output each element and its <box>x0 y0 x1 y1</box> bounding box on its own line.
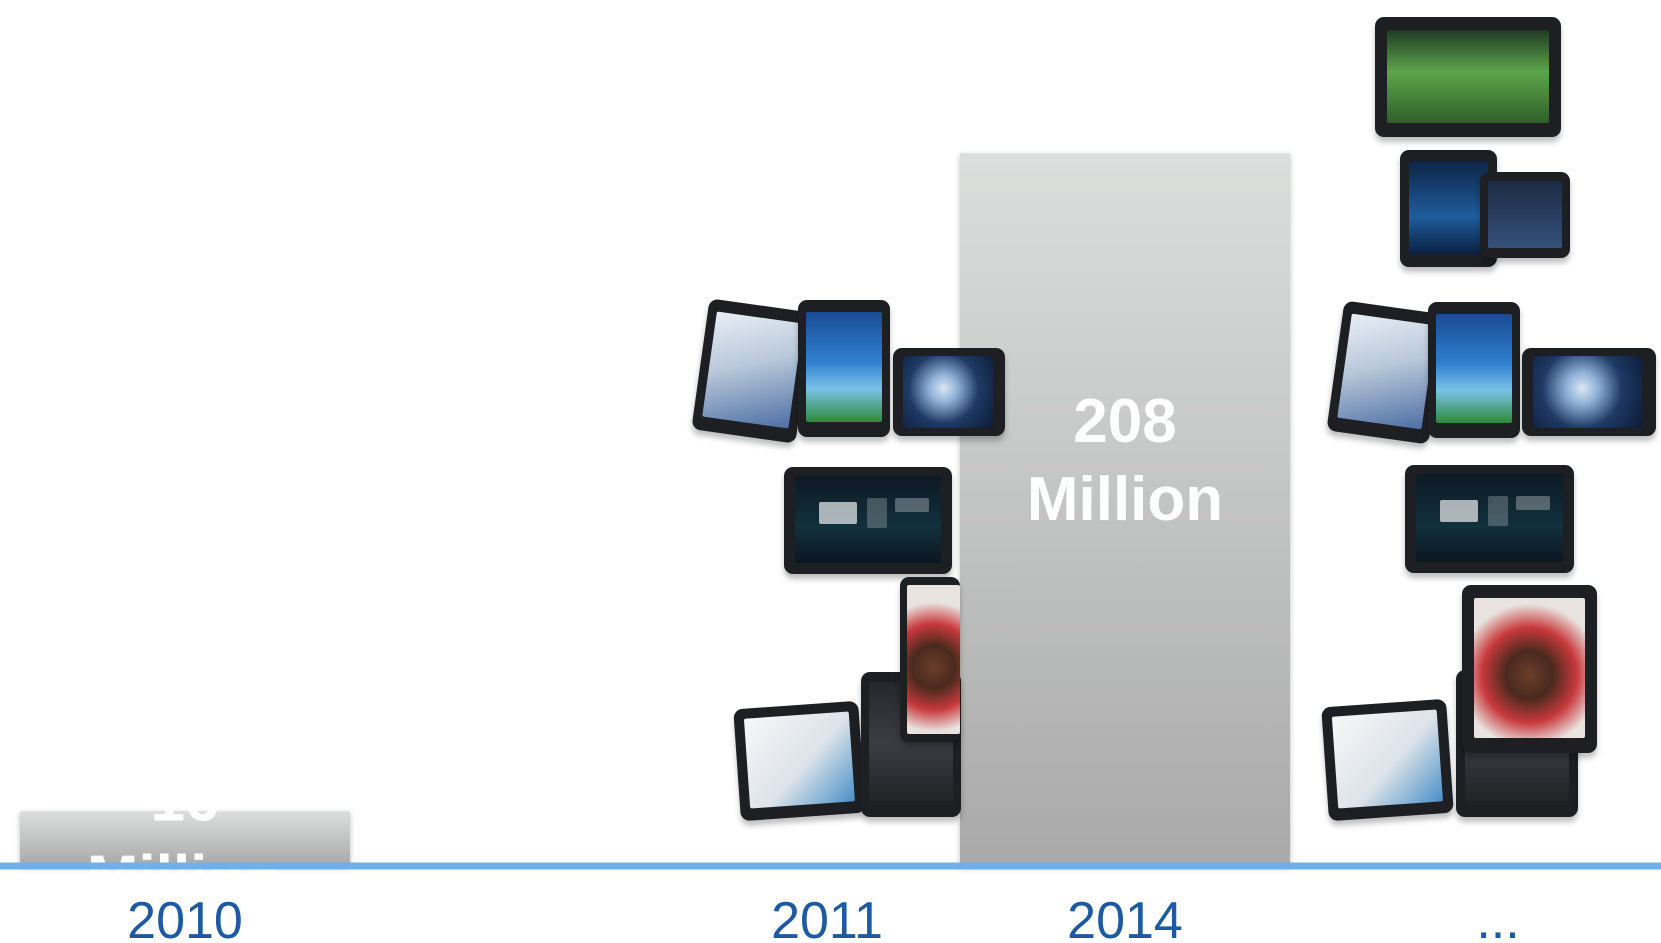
tick-label-2: 2014 <box>1067 892 1183 943</box>
bar-label-0-0: 16 <box>151 766 220 835</box>
tablet-device-icon <box>900 577 960 742</box>
tablet-device-icon <box>1405 465 1574 573</box>
bar-2 <box>960 153 1290 867</box>
bar-label-2-0: 208 <box>1073 387 1176 456</box>
tick-label-3: ... <box>1476 892 1519 943</box>
tick-label-1: 2011 <box>771 892 883 943</box>
tablet-device-icon <box>1375 17 1561 137</box>
tick-label-0: 2010 <box>127 892 243 943</box>
tablet-device-icon <box>733 700 866 822</box>
tablet-device-icon <box>1462 585 1597 753</box>
tablet-device-icon <box>1480 172 1570 258</box>
bar-label-0-1: Million <box>87 844 283 913</box>
tablet-device-icon <box>691 298 814 444</box>
tablet-device-icon <box>798 300 890 437</box>
bar-label-2-1: Million <box>1027 465 1223 534</box>
tablet-device-icon <box>1428 302 1520 438</box>
bar-0 <box>20 811 350 866</box>
tablet-device-icon <box>1321 698 1454 822</box>
tablet-device-icon <box>893 348 1005 436</box>
tablet-device-icon <box>1522 348 1656 436</box>
tablet-device-icon <box>784 467 952 574</box>
